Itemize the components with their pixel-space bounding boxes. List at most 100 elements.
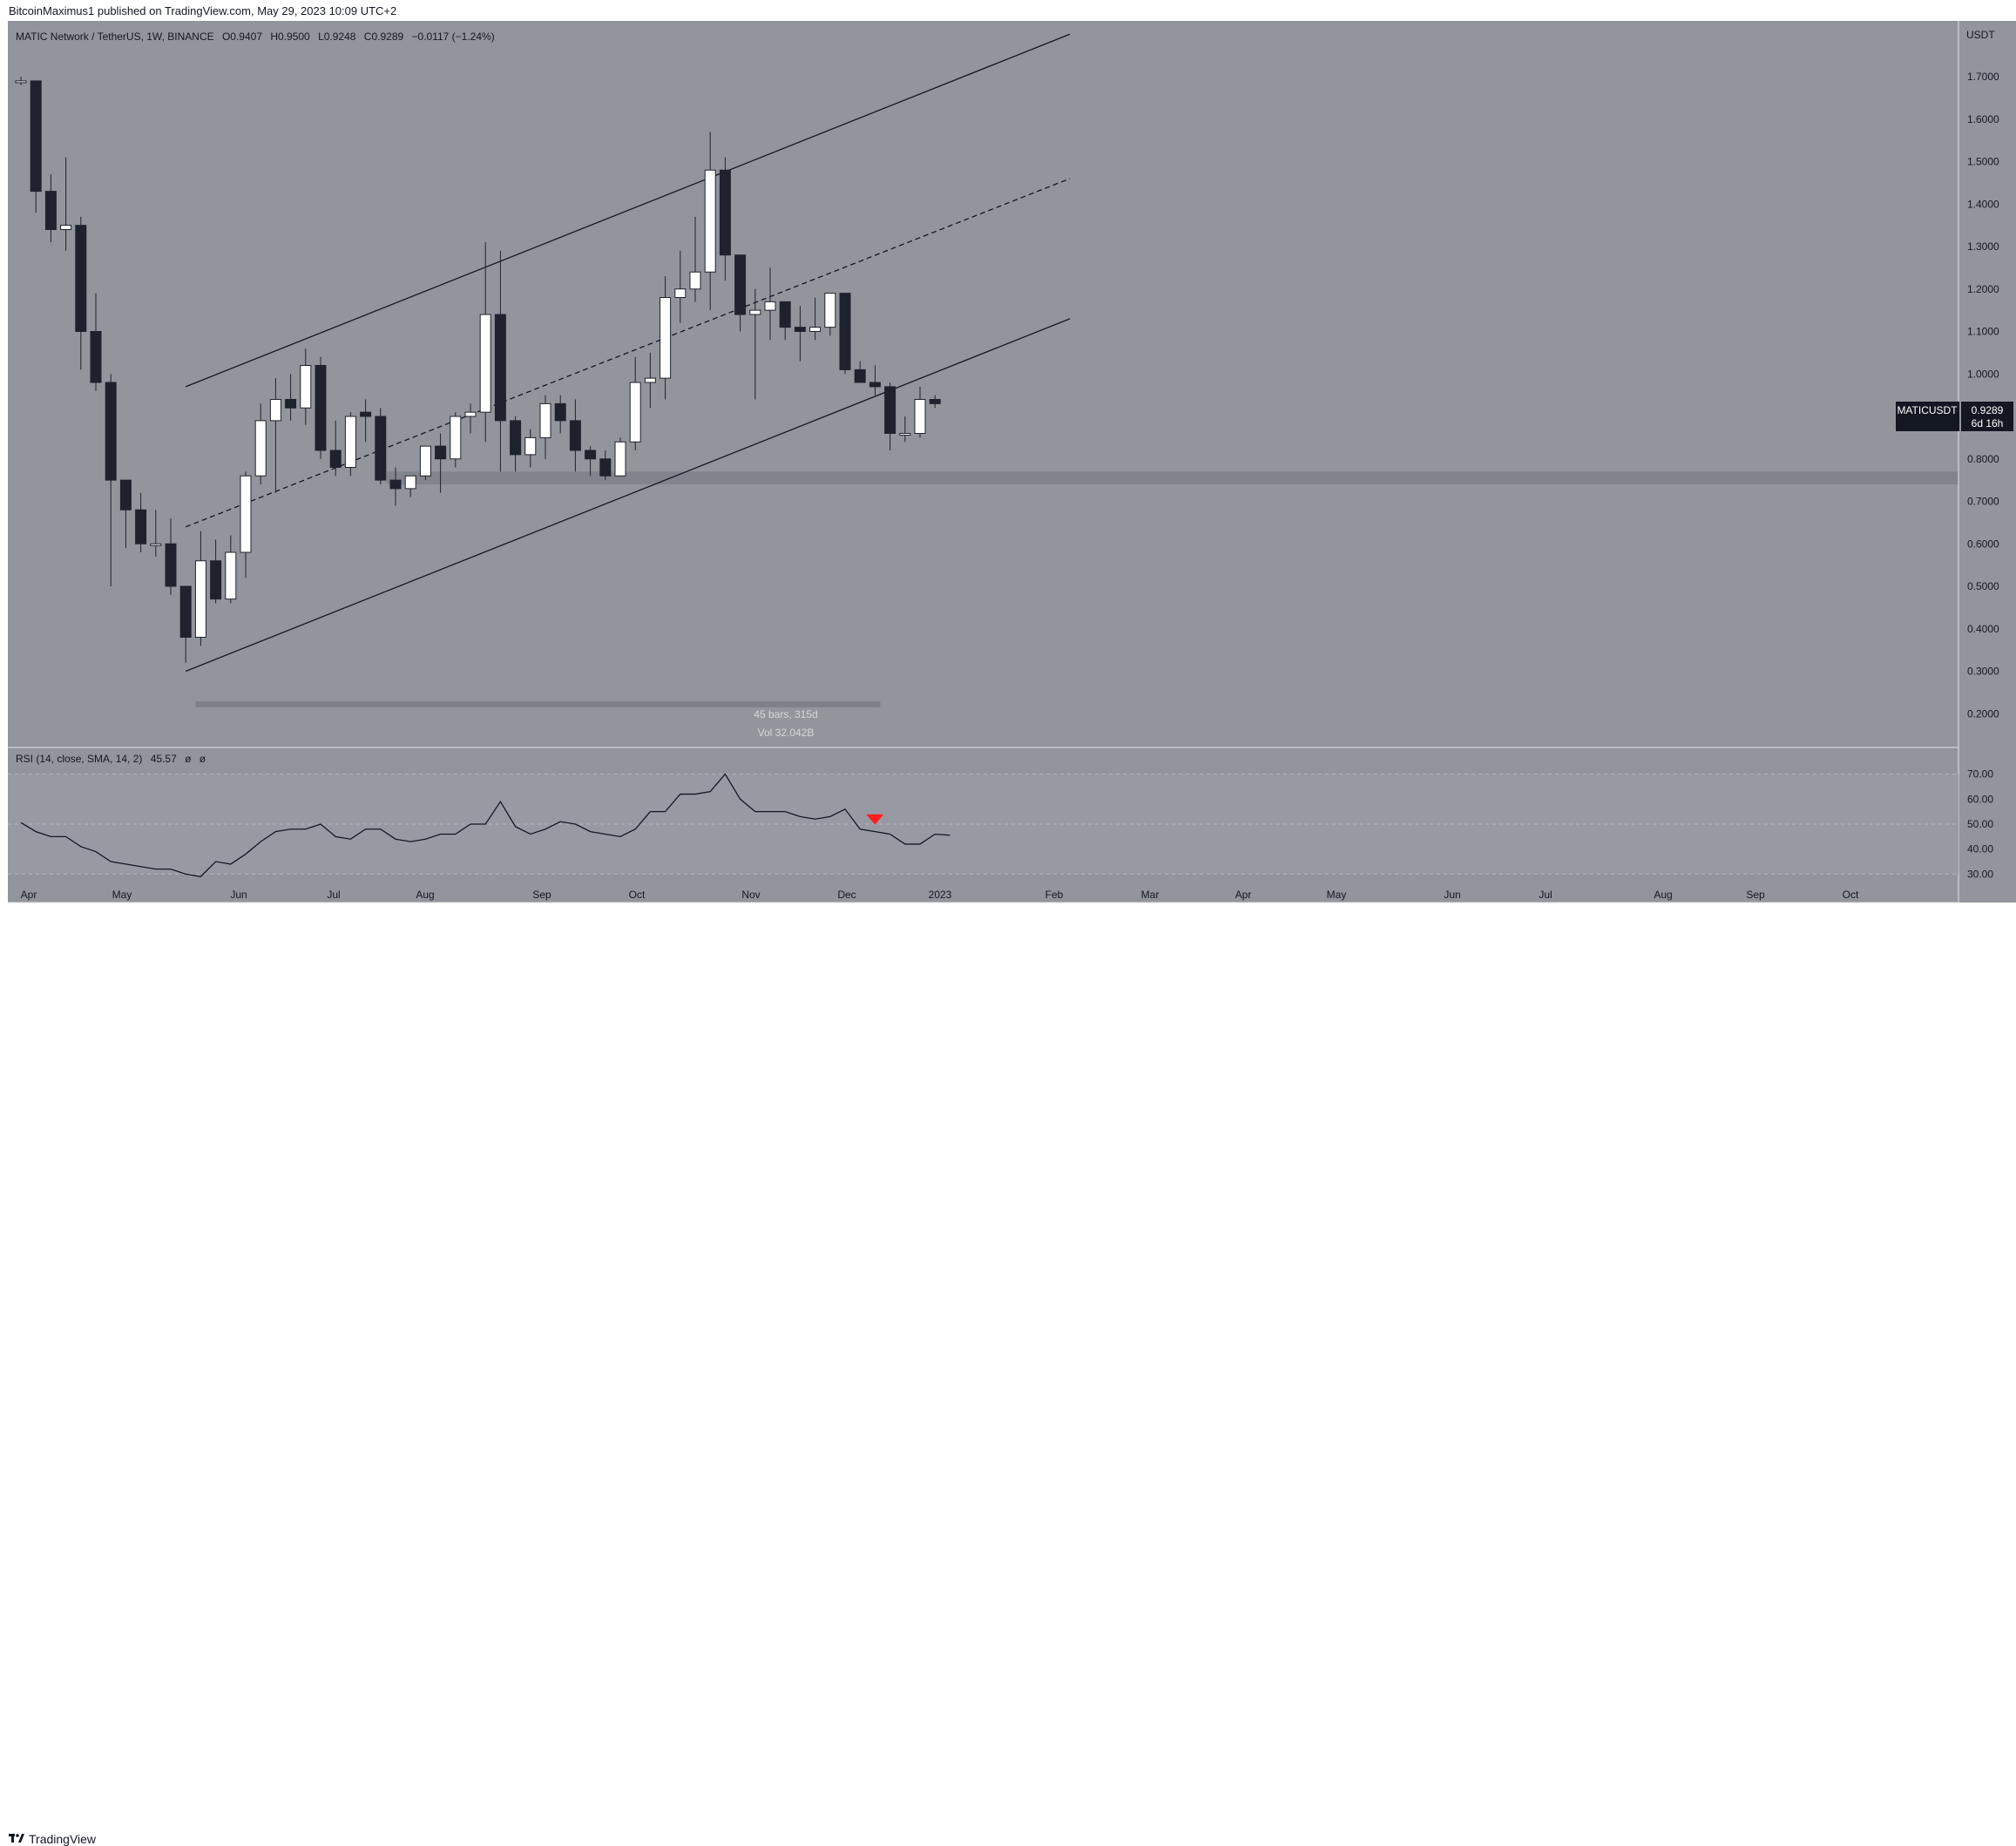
candle: [194, 531, 206, 646]
time-axis-label: Dec: [837, 889, 856, 901]
time-axis-label: May: [112, 889, 132, 901]
candle-body: [734, 254, 747, 315]
candle-body: [360, 411, 372, 417]
candle: [599, 450, 612, 481]
candle: [824, 293, 836, 336]
candle-body: [404, 475, 416, 490]
time-axis-label: Oct: [1843, 889, 1859, 901]
svg-text:MATIC Network / TetherUS, 1W,: MATIC Network / TetherUS, 1W, BINANCE O0…: [16, 30, 495, 43]
candle-body: [150, 543, 162, 546]
candle: [44, 174, 57, 243]
candle-body: [419, 445, 431, 477]
candle-body: [554, 402, 566, 422]
candle: [150, 510, 162, 557]
candle-body: [524, 436, 537, 456]
candle-body: [779, 301, 791, 328]
rsi-extra-2: ø: [200, 753, 206, 765]
legend-change: −0.0117 (−1.24%): [412, 30, 495, 43]
candle: [629, 356, 641, 450]
channel-upper-line: [185, 33, 1071, 388]
price-tick-label: 1.2000: [1967, 283, 1999, 295]
candle-body: [599, 458, 612, 477]
candle-body: [764, 301, 776, 311]
candle-body: [194, 560, 206, 638]
candle: [404, 475, 416, 497]
legend-close: 0.9289: [371, 30, 403, 43]
candle: [899, 416, 911, 443]
price-tick-label: 0.5000: [1967, 580, 1999, 592]
measure-volume-label: Vol 32.042B: [758, 727, 815, 739]
rsi-line: [20, 773, 950, 877]
chart-svg[interactable]: 1.7000 1.6000 1.5000 1.4000 1.3000 1.2000 1.10…: [0, 0, 2016, 940]
rsi-extra-1: ø: [185, 753, 192, 765]
candle-body: [375, 416, 387, 481]
price-tick-label: 0.7000: [1967, 496, 1999, 508]
candle-body: [105, 382, 117, 481]
rsi-tick-label: 50.00: [1967, 818, 1993, 830]
candle-body: [809, 327, 822, 332]
candle: [15, 77, 27, 85]
candle-body: [135, 509, 147, 544]
time-axis-label: Aug: [1654, 889, 1672, 901]
price-axis-currency: USDT: [1966, 29, 1995, 41]
candle: [524, 429, 537, 468]
rsi-tick-label: 40.00: [1967, 843, 1993, 855]
candle-body: [585, 450, 597, 460]
svg-text:RSI (14, close, SMA, 14, 2): RSI (14, close, SMA, 14, 2) 45.57 ø ø: [16, 753, 206, 765]
candle-body: [119, 479, 132, 511]
candle-body: [285, 399, 297, 409]
rsi-band: [8, 774, 1958, 875]
price-tick-label: 0.4000: [1967, 623, 1999, 635]
rsi-signal-marker: [866, 814, 884, 825]
tradingview-logo-icon: [9, 1834, 24, 1843]
channel-mid-line: [185, 178, 1071, 528]
channel-lower-line: [185, 318, 1071, 673]
candle: [510, 416, 522, 472]
candle-body: [794, 327, 806, 332]
candle-body: [884, 386, 896, 434]
candle-body: [254, 420, 267, 477]
time-axis-label: Jun: [230, 889, 247, 901]
legend-high: 0.9500: [278, 30, 310, 43]
publisher-text: BitcoinMaximus1 published on TradingView…: [9, 4, 397, 17]
candle: [464, 403, 477, 434]
time-axis-label: Sep: [532, 889, 551, 901]
legend-open: 0.9407: [230, 30, 262, 43]
candle-body: [269, 399, 281, 422]
time-axis-label: Jun: [1444, 889, 1460, 901]
price-badge: [1896, 402, 1959, 431]
candle-body: [869, 382, 881, 388]
candle: [689, 216, 701, 302]
candle: [929, 395, 941, 409]
candle-body: [210, 560, 222, 600]
candle: [435, 433, 447, 493]
candle: [914, 386, 926, 438]
publisher-bar: BitcoinMaximus1 published on TradingView…: [0, 0, 2016, 21]
price-tick-label: 0.3000: [1967, 666, 1999, 678]
candle: [884, 382, 896, 450]
candle-body: [660, 297, 672, 379]
price-tick-label: 1.0000: [1967, 368, 1999, 380]
candle-body: [60, 225, 72, 230]
candle: [75, 216, 87, 370]
candle-body: [389, 479, 402, 490]
candle: [285, 374, 297, 421]
legend-high-label: H: [270, 30, 278, 43]
candle-body: [75, 225, 87, 332]
candle-body: [240, 475, 252, 553]
candle: [165, 518, 177, 595]
candle-body: [824, 293, 836, 328]
candle: [704, 132, 716, 311]
tradingview-logo[interactable]: TradingView: [9, 1832, 96, 1846]
time-axis-label: 2023: [929, 889, 952, 901]
candle: [764, 267, 776, 341]
footer-bar: TradingView: [0, 914, 2016, 1846]
time-axis-label: Apr: [21, 889, 37, 901]
candle-body: [464, 411, 477, 417]
candle: [809, 297, 822, 341]
legend-low-label: L: [318, 30, 324, 43]
candle: [90, 293, 102, 391]
candle-body: [839, 293, 851, 370]
candle-body: [494, 314, 506, 422]
candle-body: [30, 80, 42, 193]
